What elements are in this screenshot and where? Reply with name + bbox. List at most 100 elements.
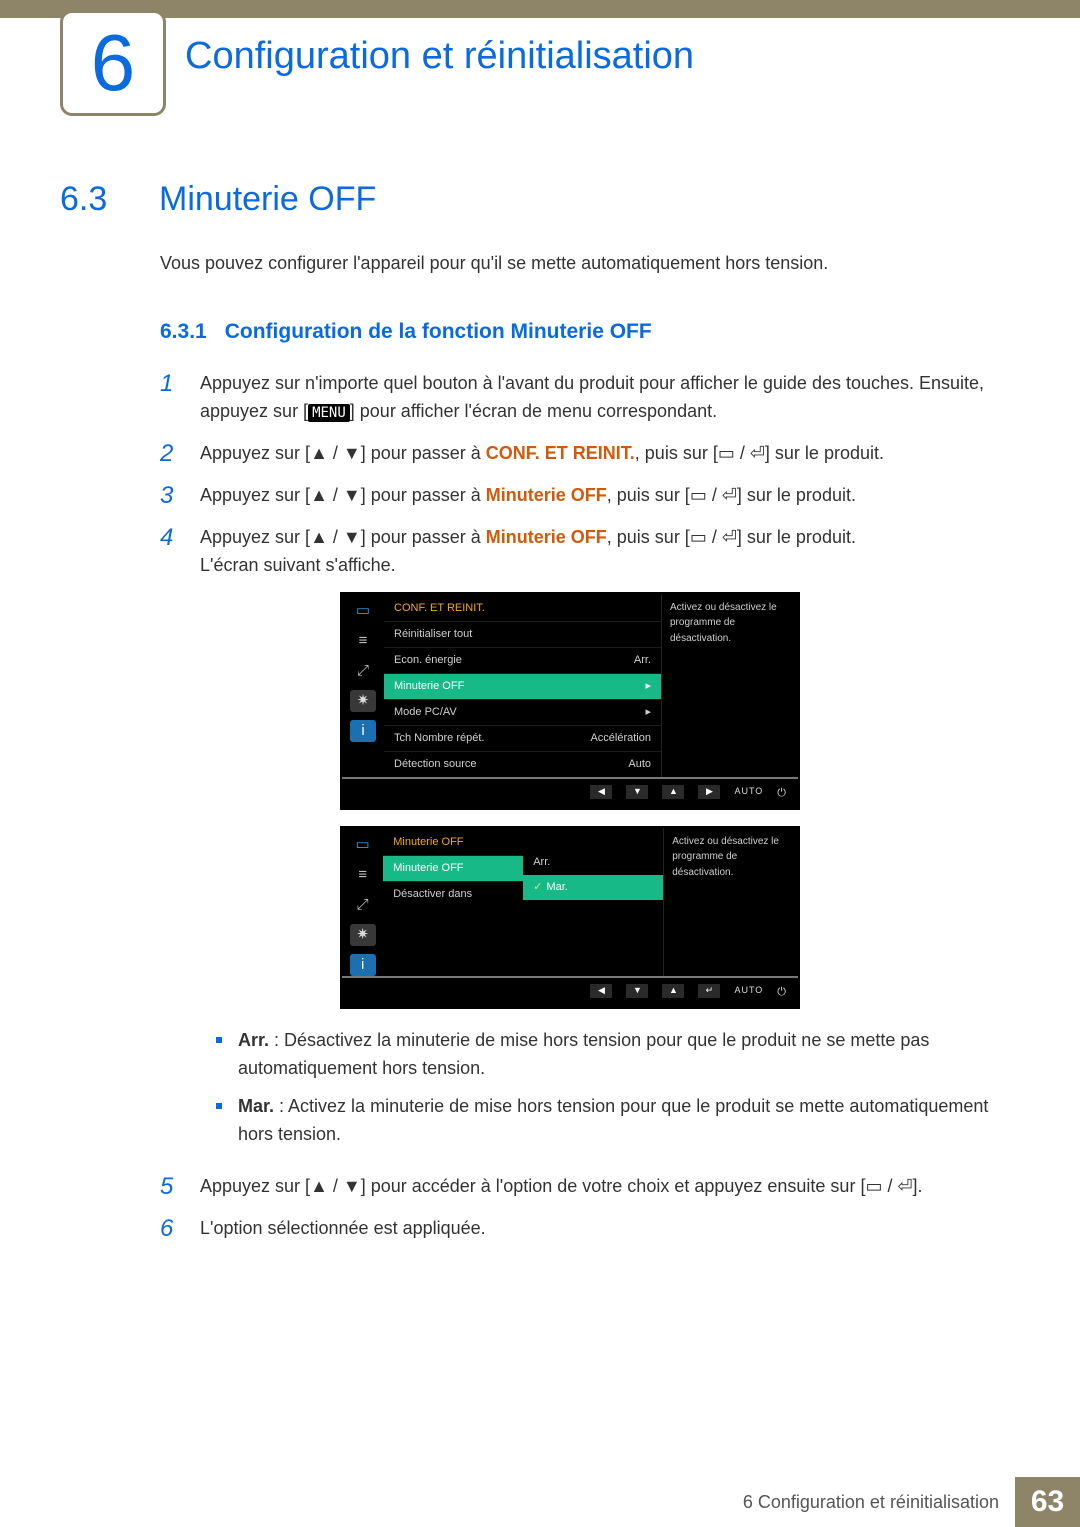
step-number: 6 bbox=[160, 1215, 182, 1243]
osd-main: CONF. ET REINIT. Réinitialiser tout Econ… bbox=[384, 594, 661, 777]
option-text: : Désactivez la minuterie de mise hors t… bbox=[238, 1030, 929, 1078]
text: ] sur le produit. bbox=[765, 443, 884, 463]
page: 6 Configuration et réinitialisation 6.3 … bbox=[0, 0, 1080, 1527]
menu-icon: MENU bbox=[308, 404, 350, 422]
option-text: : Activez la minuterie de mise hors tens… bbox=[238, 1096, 988, 1144]
nav-left-icon: ◀ bbox=[590, 785, 612, 799]
text: Appuyez sur [ bbox=[200, 443, 310, 463]
gear-icon: ✷ bbox=[350, 924, 376, 946]
page-footer: 6 Configuration et réinitialisation 63 bbox=[0, 1477, 1080, 1527]
text: Appuyez sur [ bbox=[200, 1176, 310, 1196]
osd-row-selected: Minuterie OFF bbox=[383, 855, 523, 881]
power-icon: ⏻ bbox=[777, 984, 786, 1001]
page-number: 63 bbox=[1015, 1477, 1080, 1527]
osd-options: Arr. ✓Mar. bbox=[523, 828, 663, 976]
nav-right-icon: ▶ bbox=[698, 785, 720, 799]
option-label: Arr. bbox=[533, 856, 550, 868]
option-descriptions: Arr. : Désactivez la minuterie de mise h… bbox=[216, 1027, 1020, 1149]
select-icon: ▭ / ⏎ bbox=[690, 527, 737, 547]
text: , puis sur [ bbox=[607, 485, 690, 505]
text: ] pour passer à bbox=[361, 527, 486, 547]
nav-left-icon: ◀ bbox=[590, 984, 612, 998]
osd-row: Mode PC/AV▸ bbox=[384, 699, 661, 725]
text: ] sur le produit. bbox=[737, 485, 856, 505]
text: Appuyez sur [ bbox=[200, 527, 310, 547]
nav-down-icon: ▼ bbox=[626, 785, 648, 799]
text: , puis sur [ bbox=[635, 443, 718, 463]
osd-row: Tch Nombre répét.Accélération bbox=[384, 725, 661, 751]
osd-screen-1: ▭ ≡ ⤢ ✷ i CONF. ET REINIT. Réinitiali bbox=[340, 592, 800, 810]
osd-help-text: Activez ou désactivez le programme de dé… bbox=[661, 594, 798, 777]
osd-row-label: Econ. énergie bbox=[394, 652, 462, 669]
osd-title: CONF. ET REINIT. bbox=[384, 594, 661, 621]
step-5: 5 Appuyez sur [▲ / ▼] pour accéder à l'o… bbox=[160, 1173, 1020, 1201]
osd-row-label: Minuterie OFF bbox=[394, 678, 464, 695]
info-icon: i bbox=[350, 954, 376, 976]
step-number: 4 bbox=[160, 524, 182, 1159]
step-body: Appuyez sur [▲ / ▼] pour passer à Minute… bbox=[200, 482, 856, 510]
text: Appuyez sur [ bbox=[200, 485, 310, 505]
up-down-icon: ▲ / ▼ bbox=[310, 527, 361, 547]
osd-icon-column: ▭ ≡ ⤢ ✷ i bbox=[342, 594, 384, 777]
option-label: Mar. bbox=[546, 881, 567, 893]
step-6: 6 L'option sélectionnée est appliquée. bbox=[160, 1215, 1020, 1243]
subsection-number: 6.3.1 bbox=[160, 320, 207, 344]
subsection-title: Configuration de la fonction Minuterie O… bbox=[225, 320, 652, 344]
osd-row-label: Mode PC/AV bbox=[394, 704, 457, 721]
osd-row: Désactiver dans bbox=[383, 881, 523, 907]
osd-option: Arr. bbox=[523, 850, 663, 875]
option-label: Mar. bbox=[238, 1096, 274, 1116]
osd-help-text: Activez ou désactivez le programme de dé… bbox=[663, 828, 798, 976]
footer-chapter-label: 6 Configuration et réinitialisation bbox=[743, 1477, 1015, 1527]
osd-nav-bar: ◀ ▼ ▲ ↵ AUTO ⏻ bbox=[342, 976, 798, 1007]
option-label: Arr. bbox=[238, 1030, 269, 1050]
text: ] sur le produit. bbox=[737, 527, 856, 547]
text: ] pour passer à bbox=[361, 485, 486, 505]
nav-enter-icon: ↵ bbox=[698, 984, 720, 998]
osd-row-value: Arr. bbox=[634, 652, 651, 669]
section-number: 6.3 bbox=[60, 180, 135, 219]
osd-submenu: Minuterie OFF Minuterie OFF Désactiver d… bbox=[383, 828, 523, 976]
text: ] pour passer à bbox=[361, 443, 486, 463]
nav-up-icon: ▲ bbox=[662, 785, 684, 799]
step-body: Appuyez sur n'importe quel bouton à l'av… bbox=[200, 370, 1020, 426]
nav-up-icon: ▲ bbox=[662, 984, 684, 998]
list-icon: ≡ bbox=[350, 630, 376, 652]
osd-row: Détection source Auto bbox=[384, 751, 661, 777]
step-3: 3 Appuyez sur [▲ / ▼] pour passer à Minu… bbox=[160, 482, 1020, 510]
power-icon: ⏻ bbox=[777, 785, 786, 802]
menu-ref: Minuterie OFF bbox=[486, 527, 607, 547]
subsection-heading: 6.3.1 Configuration de la fonction Minut… bbox=[160, 320, 1020, 344]
section-title: Minuterie OFF bbox=[159, 180, 376, 219]
osd-row-selected: Minuterie OFF ▸ bbox=[384, 673, 661, 699]
nav-down-icon: ▼ bbox=[626, 984, 648, 998]
osd-icon-column: ▭ ≡ ⤢ ✷ i bbox=[342, 828, 383, 976]
up-down-icon: ▲ / ▼ bbox=[310, 443, 361, 463]
osd-row-value: Auto bbox=[628, 756, 651, 773]
nav-auto-label: AUTO bbox=[734, 785, 763, 802]
select-icon: ▭ / ⏎ bbox=[718, 443, 765, 463]
section-heading: 6.3 Minuterie OFF bbox=[60, 180, 1020, 219]
step-body: Appuyez sur [▲ / ▼] pour passer à Minute… bbox=[200, 524, 1020, 1159]
osd-row-label: Minuterie OFF bbox=[393, 860, 463, 877]
steps-list: 1 Appuyez sur n'importe quel bouton à l'… bbox=[160, 370, 1020, 1243]
step-number: 3 bbox=[160, 482, 182, 510]
nav-auto-label: AUTO bbox=[734, 984, 763, 1001]
up-down-icon: ▲ / ▼ bbox=[310, 485, 361, 505]
osd-row-value: Accélération bbox=[590, 730, 651, 747]
chapter-title: Configuration et réinitialisation bbox=[185, 35, 694, 78]
text: ] pour afficher l'écran de menu correspo… bbox=[350, 401, 717, 421]
monitor-icon: ▭ bbox=[350, 834, 376, 856]
menu-ref: CONF. ET REINIT. bbox=[486, 443, 635, 463]
osd-rows: Réinitialiser tout Econ. énergieArr. Min… bbox=[384, 621, 661, 777]
step-number: 1 bbox=[160, 370, 182, 426]
monitor-icon: ▭ bbox=[350, 600, 376, 622]
osd-option-selected: ✓Mar. bbox=[523, 875, 663, 900]
text: ]. bbox=[913, 1176, 923, 1196]
osd-screen-2: ▭ ≡ ⤢ ✷ i Minuterie OFF Minuterie OFF Dé bbox=[340, 826, 800, 1009]
submenu-arrow-icon: ▸ bbox=[645, 678, 651, 695]
osd-row-label: Détection source bbox=[394, 756, 477, 773]
resize-icon: ⤢ bbox=[350, 894, 376, 916]
step-2: 2 Appuyez sur [▲ / ▼] pour passer à CONF… bbox=[160, 440, 1020, 468]
content: 6.3 Minuterie OFF Vous pouvez configurer… bbox=[60, 180, 1020, 1257]
